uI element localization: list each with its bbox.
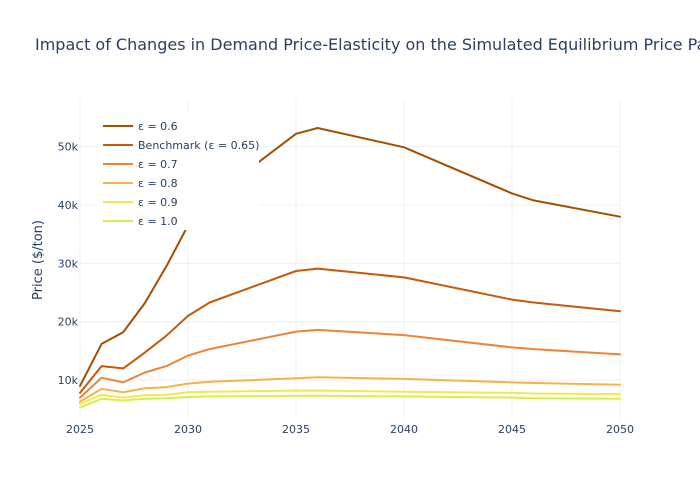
series-line: [79, 376, 621, 403]
y-tick-label: 10k: [58, 374, 79, 387]
x-tick-label: 2025: [66, 423, 94, 436]
series-line: [79, 389, 621, 405]
x-tick-label: 2030: [174, 423, 202, 436]
series-line: [79, 394, 621, 409]
y-tick-label: 30k: [58, 257, 79, 270]
y-tick-label: 40k: [58, 199, 79, 212]
legend-label: ε = 0.6: [138, 120, 178, 133]
legend-label: ε = 1.0: [138, 215, 178, 228]
legend-background: [97, 112, 259, 230]
axis-layer: 2025 2030 2035 2040 2045 2050 10k 20k 30k 40k 50k: [58, 141, 634, 436]
y-tick-label: 50k: [58, 141, 79, 154]
y-axis-title: Price ($/ton): [31, 220, 46, 300]
legend-label: Benchmark (ε = 0.65): [138, 139, 259, 152]
series-line: [79, 328, 621, 399]
x-tick-label: 2035: [282, 423, 310, 436]
chart-title: Impact of Changes in Demand Price-Elasti…: [35, 35, 700, 54]
y-tick-label: 20k: [58, 316, 79, 329]
series-line: [79, 267, 621, 394]
legend-label: ε = 0.7: [138, 158, 178, 171]
legend: ε = 0.6 Benchmark (ε = 0.65) ε = 0.7 ε = 0.…: [97, 112, 259, 230]
x-tick-label: 2050: [606, 423, 634, 436]
x-tick-label: 2040: [390, 423, 418, 436]
x-tick-label: 2045: [498, 423, 526, 436]
legend-label: ε = 0.8: [138, 177, 178, 190]
legend-label: ε = 0.9: [138, 196, 178, 209]
